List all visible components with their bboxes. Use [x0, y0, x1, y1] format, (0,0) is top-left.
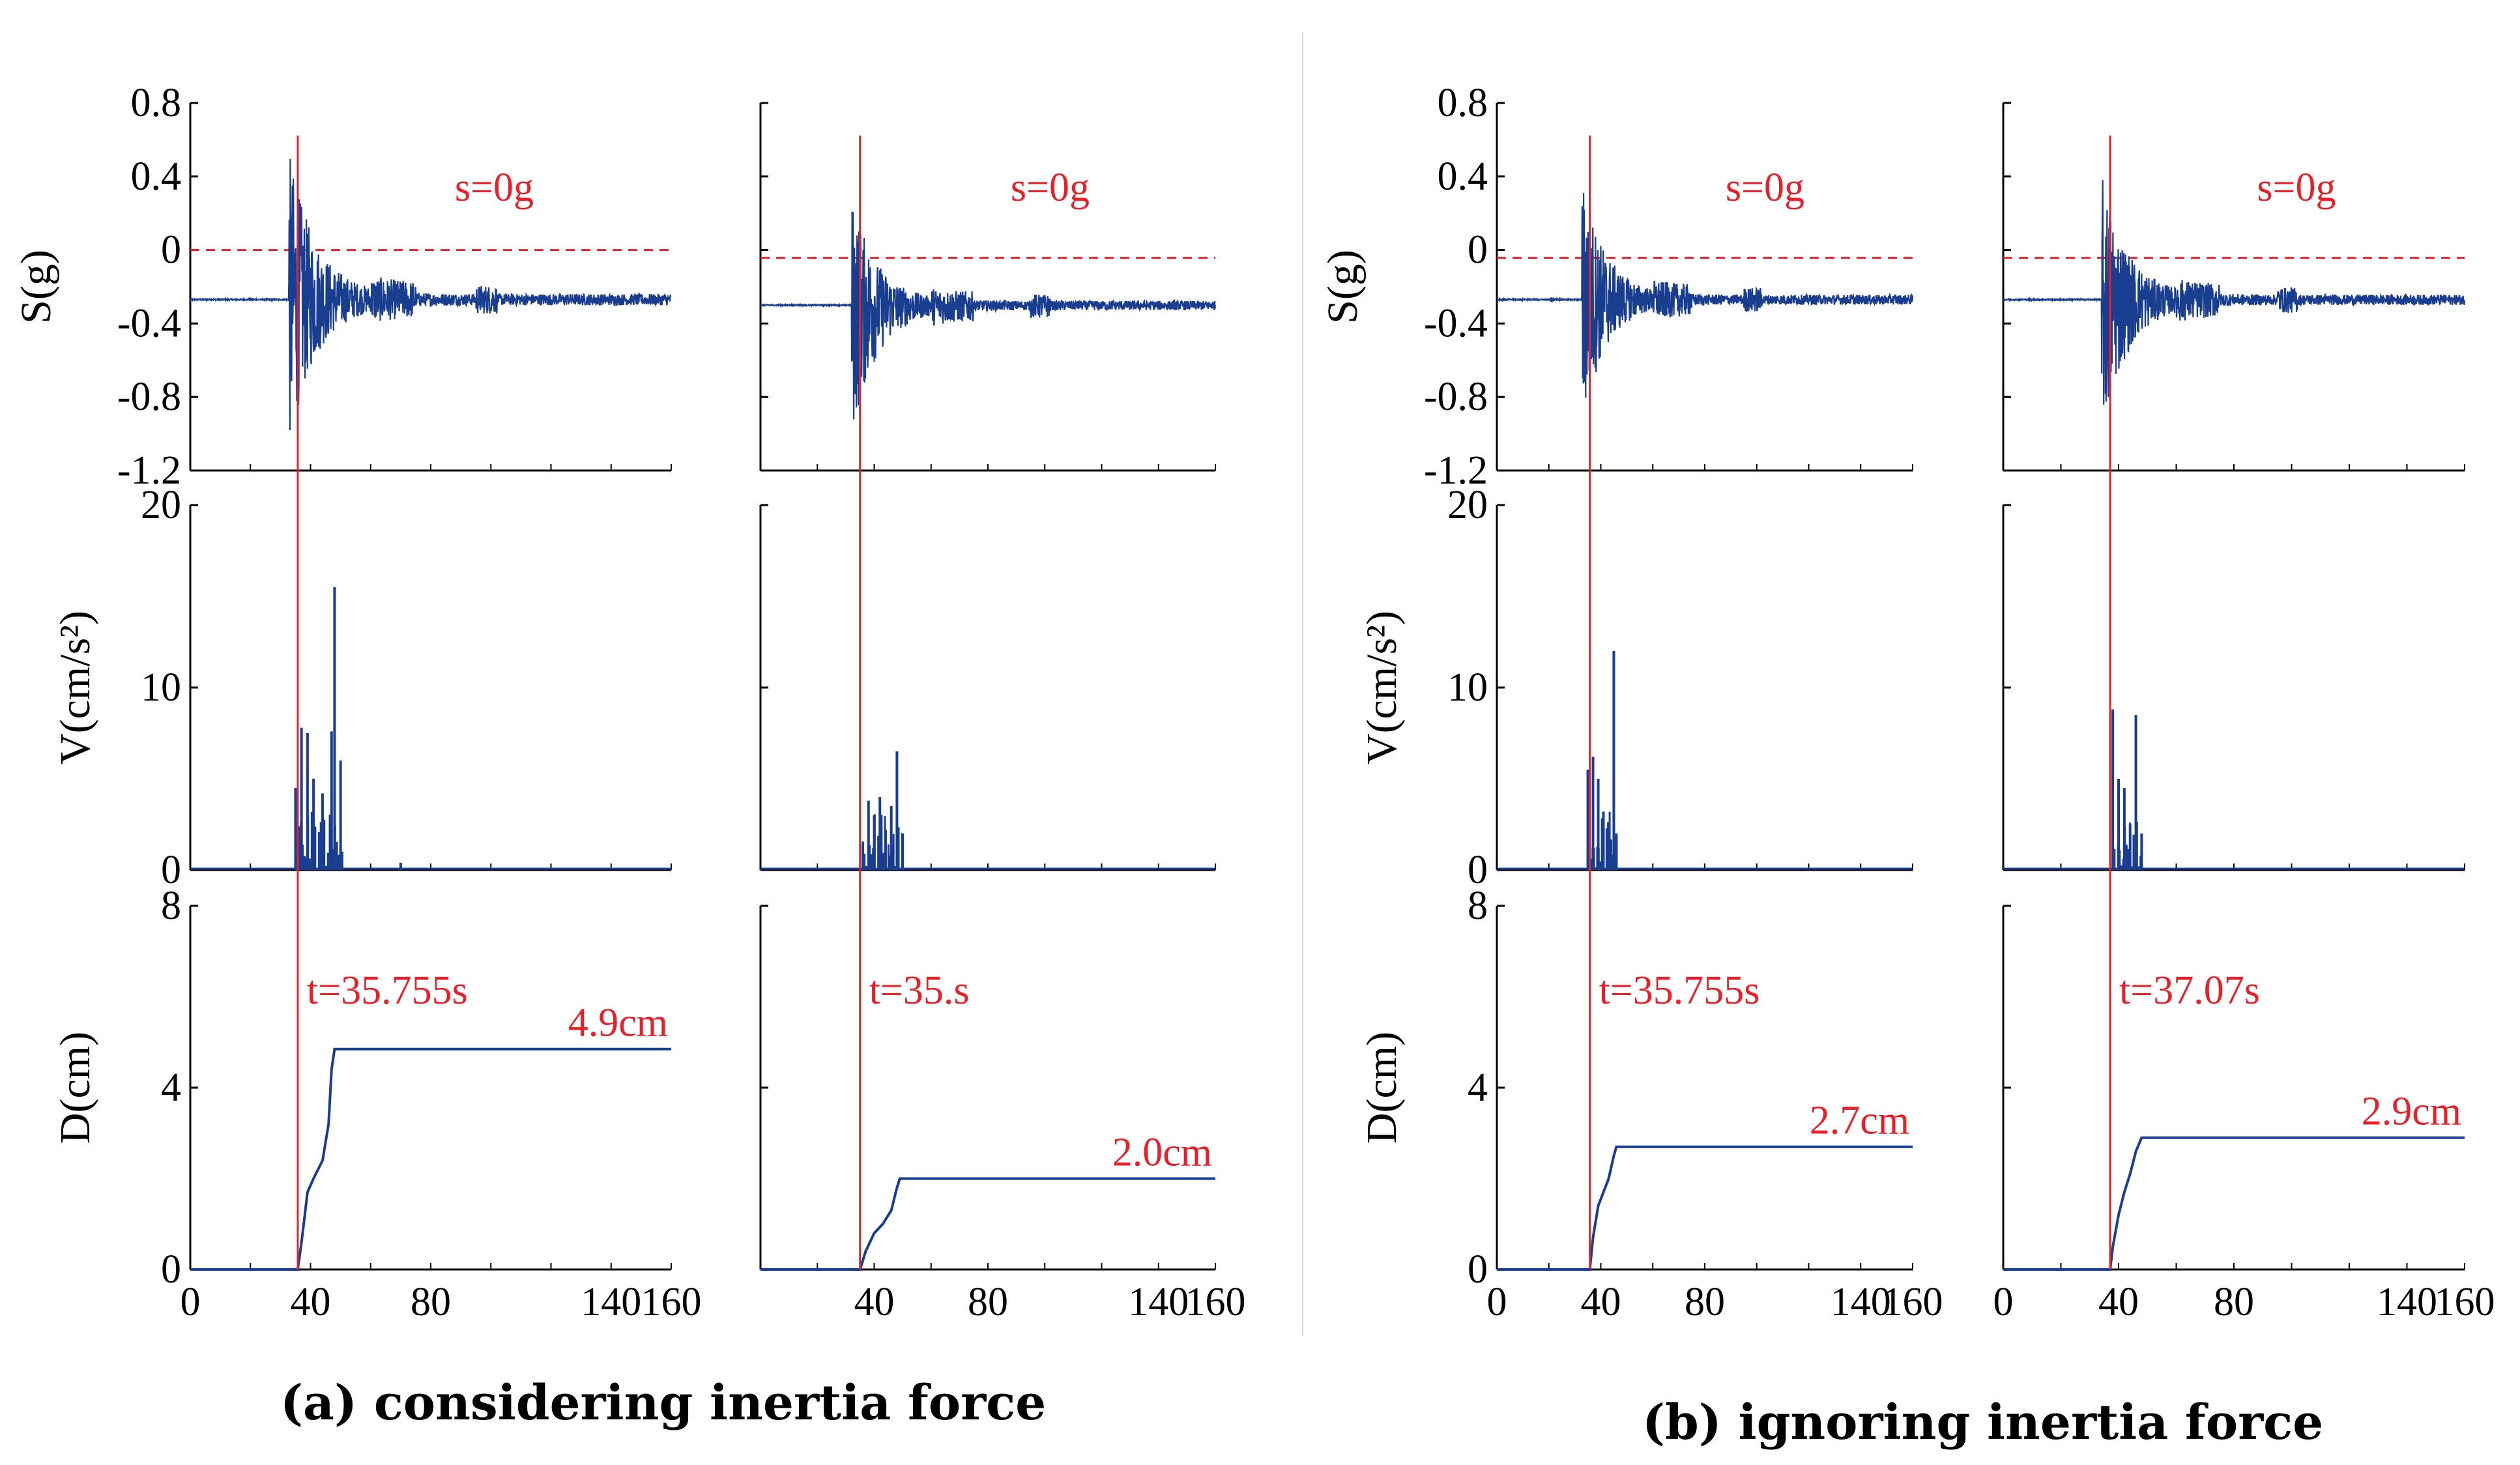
x-tick-label: 140 — [581, 1280, 641, 1324]
y-axis-label: S(g) — [1319, 250, 1367, 324]
chart-3: 0.8 0.4 0 -0.4 -0.8 -1.2 S(g) s=0g 20 10 0 V(cm/s²)… — [1319, 81, 1943, 1324]
acceleration-trace — [2003, 180, 2466, 405]
x-tick-label: 40 — [1581, 1280, 1621, 1324]
y-tick-label: 0 — [161, 1247, 181, 1292]
displacement-curve — [2003, 1136, 2465, 1271]
chart-1: 0.8 0.4 0 -0.4 -0.8 -1.2 S(g) s=0g 20 10 0 V(cm/s²)… — [12, 81, 702, 1324]
y-tick-label: 0.8 — [131, 81, 182, 125]
x-tick-label: 140 — [1831, 1280, 1891, 1324]
x-tick-label: 160 — [641, 1280, 702, 1324]
y-tick-label: 4 — [161, 1066, 181, 1110]
x-tick-label: 80 — [2214, 1280, 2254, 1324]
caption-a: (a) considering inertia force — [280, 1375, 1047, 1431]
acceleration-trace — [190, 158, 672, 431]
y-tick-label: -0.4 — [117, 301, 181, 345]
acceleration-trace — [760, 211, 1217, 420]
v-panel: 20 10 0 V(cm/s²) — [1358, 483, 1913, 892]
y-axis-label: V(cm/s²) — [51, 611, 99, 764]
y-tick-label: 8 — [161, 884, 181, 928]
y-tick-label: 0.4 — [131, 154, 182, 199]
onset-time-label: t=35.755s — [1599, 968, 1760, 1013]
v-panel: 20 10 0 V(cm/s²) — [51, 483, 672, 892]
v-panel — [759, 504, 1216, 871]
y-axis-label: S(g) — [12, 250, 60, 324]
y-tick-label: 20 — [1447, 483, 1488, 527]
final-displacement-label: 2.0cm — [1112, 1131, 1212, 1175]
final-displacement-label: 2.9cm — [2362, 1090, 2461, 1134]
onset-time-label: t=35.s — [869, 968, 970, 1013]
y-tick-label: -0.4 — [1424, 301, 1488, 345]
x-tick-label: 80 — [968, 1280, 1008, 1324]
displacement-curve — [1497, 1145, 1913, 1271]
s-panel: 0.8 0.4 0 -0.4 -0.8 -1.2 S(g) s=0g — [12, 81, 672, 493]
final-displacement-label: 4.9cm — [568, 1001, 668, 1045]
y-axis-label: D(cm) — [51, 1032, 99, 1144]
x-tick-label: 160 — [1185, 1280, 1246, 1324]
caption-b: (b) ignoring inertia force — [1642, 1395, 2324, 1451]
x-tick-label: 0 — [181, 1280, 201, 1324]
y-tick-label: 20 — [141, 483, 181, 527]
threshold-label: s=0g — [1011, 166, 1090, 210]
final-displacement-label: 2.7cm — [1810, 1099, 1909, 1143]
s-panel: s=0g — [759, 102, 1217, 472]
y-tick-label: -0.8 — [1424, 375, 1488, 419]
x-tick-label: 40 — [854, 1280, 895, 1324]
d-panel: 2.9cm t=37.07s — [2002, 905, 2465, 1271]
x-tick-label: 0 — [1487, 1280, 1507, 1324]
x-tick-label: 140 — [1128, 1280, 1189, 1324]
onset-time-label: t=35.755s — [307, 968, 468, 1013]
x-tick-label: 160 — [2435, 1280, 2495, 1324]
y-tick-label: -1.2 — [117, 448, 181, 493]
onset-time-label: t=37.07s — [2119, 968, 2260, 1013]
y-tick-label: 0.4 — [1438, 154, 1488, 199]
displacement-curve — [760, 1177, 1215, 1271]
y-tick-label: 0 — [161, 848, 181, 892]
y-tick-label: 10 — [141, 665, 181, 710]
y-tick-label: 0 — [1468, 228, 1488, 272]
y-tick-label: -0.8 — [117, 375, 181, 419]
v-panel — [2002, 504, 2465, 871]
x-tick-label: 80 — [411, 1280, 451, 1324]
s-panel: s=0g — [2002, 102, 2466, 472]
y-axis-label: V(cm/s²) — [1358, 611, 1406, 764]
y-axis-label: D(cm) — [1358, 1032, 1406, 1144]
y-tick-label: -1.2 — [1424, 448, 1488, 493]
d-panel: 2.0cm t=35.s — [759, 905, 1216, 1271]
group-divider — [1302, 33, 1303, 1336]
acceleration-trace — [1496, 193, 1914, 398]
y-tick-label: 4 — [1468, 1066, 1488, 1110]
y-tick-label: 10 — [1447, 665, 1488, 710]
s-panel: 0.8 0.4 0 -0.4 -0.8 -1.2 S(g) s=0g — [1319, 81, 1914, 493]
x-tick-label: 0 — [1993, 1280, 2014, 1324]
x-tick-label: 80 — [1685, 1280, 1725, 1324]
d-panel: 8 4 0 D(cm) 2.7cm t=35.755s — [1358, 884, 1913, 1292]
y-tick-label: 0 — [1468, 1247, 1488, 1292]
y-tick-label: 0 — [161, 228, 181, 272]
x-tick-label: 40 — [2098, 1280, 2139, 1324]
threshold-label: s=0g — [2257, 166, 2336, 210]
x-tick-label: 140 — [2377, 1280, 2437, 1324]
x-tick-label: 40 — [291, 1280, 331, 1324]
y-tick-label: 0 — [1468, 848, 1488, 892]
threshold-label: s=0g — [455, 166, 534, 210]
y-tick-label: 0.8 — [1438, 81, 1488, 125]
displacement-curve — [190, 1047, 671, 1271]
d-panel: 8 4 0 D(cm) 4.9cm t=35.755s — [51, 884, 672, 1292]
x-tick-label: 160 — [1883, 1280, 1943, 1324]
threshold-label: s=0g — [1726, 166, 1804, 210]
y-tick-label: 8 — [1468, 884, 1488, 928]
